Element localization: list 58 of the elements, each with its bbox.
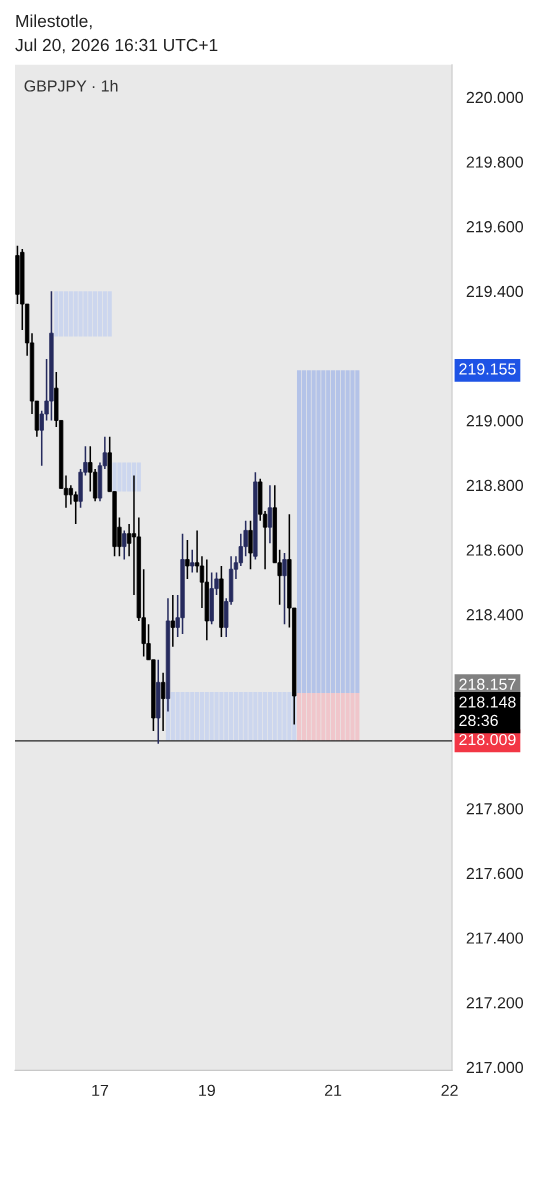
y-tick-label: 217.800 bbox=[466, 803, 524, 815]
bar bbox=[316, 370, 321, 694]
bar bbox=[97, 291, 103, 337]
y-tick-label: 217.600 bbox=[466, 867, 524, 880]
candlestick bbox=[160, 671, 166, 732]
bar bbox=[54, 291, 59, 337]
y-tick-label: 218.800 bbox=[466, 479, 524, 492]
bar bbox=[330, 370, 336, 694]
x-tick-label: 19 bbox=[199, 1084, 215, 1097]
bar bbox=[335, 370, 341, 694]
y-tick-label: 220.000 bbox=[466, 91, 524, 104]
bar bbox=[350, 370, 355, 694]
x-tick-label: 21 bbox=[324, 1084, 342, 1096]
chart-title: Milestotle, bbox=[16, 14, 92, 30]
bar bbox=[296, 693, 302, 741]
text: 218.148 28:36 bbox=[459, 696, 516, 727]
candlestick bbox=[68, 484, 74, 506]
bar bbox=[267, 692, 273, 741]
candlestick bbox=[185, 539, 190, 580]
bar bbox=[301, 693, 307, 741]
y-tick-label: 219.800 bbox=[466, 156, 524, 168]
annotation: GBPJPY · 1h bbox=[24, 79, 118, 92]
bar bbox=[350, 693, 355, 741]
bar bbox=[214, 692, 219, 741]
text: 218.157 bbox=[459, 678, 516, 690]
y-tick-label: 218.600 bbox=[466, 544, 524, 556]
candlestick bbox=[190, 549, 195, 574]
bar bbox=[233, 692, 239, 741]
bar bbox=[180, 692, 185, 741]
bar bbox=[107, 291, 112, 337]
bar bbox=[63, 291, 69, 337]
x-tick-label: 17 bbox=[92, 1084, 109, 1096]
bar bbox=[262, 692, 268, 741]
y-tick-label: 219.400 bbox=[466, 285, 524, 298]
text: 219.155 bbox=[459, 363, 516, 375]
ref-line-label: 218.009 bbox=[459, 733, 516, 746]
bar bbox=[301, 370, 307, 694]
candlestick bbox=[248, 519, 253, 570]
y-tick-label: 217.200 bbox=[466, 997, 524, 1009]
y-tick-label: 219.600 bbox=[466, 221, 524, 233]
bar bbox=[248, 692, 253, 741]
candlestick bbox=[282, 552, 287, 625]
chart-subtitle: Jul 20, 2026 16:31 UTC+1 bbox=[15, 38, 218, 54]
bar bbox=[330, 693, 336, 741]
bar bbox=[136, 462, 141, 492]
y-tick-label: 217.000 bbox=[466, 1061, 524, 1074]
y-tick-label: 218.400 bbox=[466, 609, 524, 621]
candlestick bbox=[267, 484, 273, 545]
bar bbox=[316, 693, 321, 741]
candlestick bbox=[122, 529, 127, 561]
bar bbox=[335, 693, 341, 741]
bar bbox=[199, 692, 205, 741]
y-tick-label: 217.400 bbox=[466, 932, 524, 944]
y-tick-label: 219.000 bbox=[466, 415, 524, 427]
x-tick-label: 22 bbox=[441, 1084, 458, 1096]
candlestick bbox=[170, 594, 175, 648]
bar bbox=[282, 692, 287, 741]
bar bbox=[296, 370, 302, 694]
